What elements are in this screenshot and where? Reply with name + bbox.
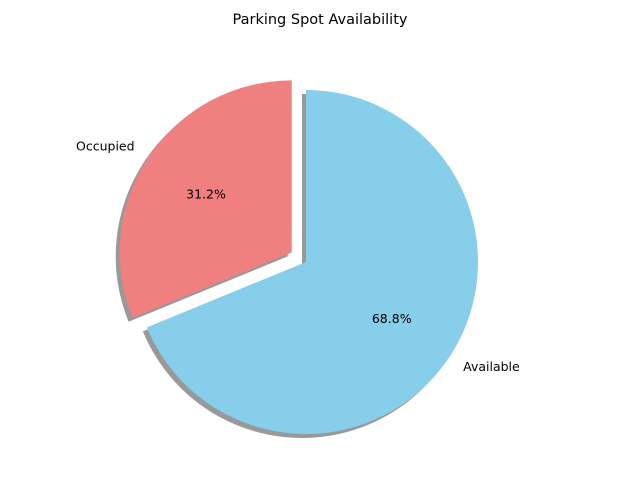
slice-label-available: Available (463, 359, 520, 374)
pie-slice-available (146, 90, 479, 435)
pie-labels: Occupied 31.2% Available 68.8% (76, 139, 520, 374)
chart-title: Parking Spot Availability (232, 12, 408, 28)
slice-percent-occupied: 31.2% (186, 186, 226, 201)
pie-slices (119, 80, 479, 435)
pie-slice-occupied (119, 80, 292, 318)
slice-label-occupied: Occupied (76, 139, 135, 154)
slice-percent-available: 68.8% (372, 311, 412, 326)
